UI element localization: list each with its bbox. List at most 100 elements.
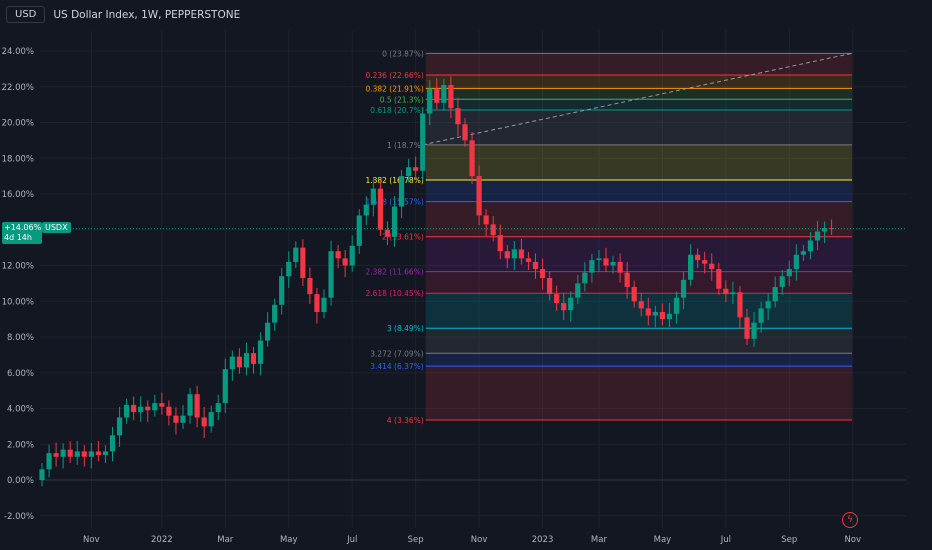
- candle-body: [716, 269, 722, 289]
- candle-body: [88, 451, 94, 457]
- candle-body: [518, 249, 524, 259]
- y-tick-label: 24.00%: [2, 47, 34, 57]
- candle-body: [413, 167, 419, 171]
- currency-button[interactable]: USD: [6, 6, 46, 23]
- candle-body: [779, 276, 785, 287]
- candle-body: [744, 317, 750, 339]
- fib-level-label: 0 (23.87%): [382, 49, 424, 58]
- candle-body: [511, 249, 517, 259]
- candle-body: [131, 404, 137, 413]
- x-tick-label: Jul: [720, 535, 731, 545]
- fib-band: [425, 99, 852, 110]
- fib-level-label: 1.382 (16.78%): [365, 176, 423, 185]
- fib-level-label: 2.382 (11.66%): [365, 268, 423, 277]
- candle-body: [152, 403, 158, 411]
- candle-body: [525, 258, 532, 262]
- fib-band: [425, 201, 852, 237]
- candle-body: [363, 204, 369, 216]
- y-tick-label: 10.00%: [2, 297, 34, 307]
- candle-body: [187, 394, 193, 416]
- candle-body: [145, 406, 151, 411]
- candle-body: [243, 353, 250, 368]
- candle-body: [765, 301, 771, 309]
- candle-body: [814, 231, 821, 241]
- candle-body: [673, 297, 680, 314]
- candle-body: [166, 406, 172, 416]
- fib-level-label: 3.272 (7.09%): [370, 349, 424, 358]
- chart-title: US Dollar Index, 1W, PEPPERSTONE: [53, 8, 241, 21]
- candle-body: [695, 254, 701, 261]
- x-tick-label: Nov: [471, 535, 488, 545]
- candle-body: [829, 227, 835, 229]
- fib-band: [425, 271, 852, 294]
- y-tick-label: 0.00%: [7, 476, 34, 486]
- fib-level-label: 2.618 (10.45%): [365, 289, 423, 298]
- x-tick-label: Jul: [346, 535, 357, 545]
- candle-body: [138, 406, 144, 413]
- fib-level-label: 3.414 (6.37%): [370, 362, 424, 371]
- candle-body: [46, 453, 52, 470]
- candle-body: [702, 260, 708, 264]
- y-tick-label: 6.00%: [7, 369, 34, 379]
- candle-body: [81, 451, 87, 457]
- candle-body: [659, 311, 665, 320]
- candle-body: [215, 403, 221, 413]
- candle-body: [173, 415, 179, 423]
- candle-body: [39, 469, 45, 480]
- y-tick-label: 18.00%: [2, 154, 34, 164]
- candle-body: [95, 451, 101, 455]
- candle-body: [236, 356, 242, 368]
- candle-body: [469, 140, 475, 177]
- candle-body: [370, 188, 376, 205]
- fib-band: [425, 144, 852, 181]
- fib-band: [425, 366, 852, 420]
- candle-body: [575, 283, 581, 298]
- candle-body: [490, 224, 496, 236]
- candle-body: [554, 294, 560, 304]
- fib-band: [425, 353, 852, 367]
- flash-icon[interactable]: ϟ: [842, 512, 858, 528]
- x-tick-label: 2023: [532, 535, 554, 545]
- fib-level-label: 0.382 (21.91%): [365, 84, 423, 93]
- candle-body: [561, 303, 567, 311]
- candle-body: [589, 260, 595, 273]
- fib-band: [425, 74, 852, 89]
- candle-body: [286, 261, 292, 277]
- candle-body: [279, 276, 285, 305]
- candle-body: [159, 403, 165, 407]
- x-tick-label: Nov: [83, 535, 100, 545]
- candle-body: [596, 258, 602, 261]
- candle-body: [250, 353, 257, 364]
- y-tick-label: 12.00%: [2, 262, 34, 272]
- x-tick-label: May: [654, 535, 672, 545]
- candle-body: [504, 251, 510, 259]
- x-tick-label: Mar: [217, 535, 234, 545]
- candle-body: [547, 278, 553, 295]
- candle-body: [300, 247, 306, 279]
- fib-level-label: 0.618 (20.7%): [370, 106, 424, 115]
- x-tick-label: 2022: [151, 535, 173, 545]
- fib-level-label: 2 (13.61%): [382, 233, 424, 242]
- candle-body: [582, 272, 588, 284]
- candle-body: [462, 124, 468, 141]
- candle-body: [617, 261, 623, 273]
- candle-body: [539, 269, 546, 279]
- y-tick-label: 16.00%: [2, 190, 34, 200]
- y-tick-label: 8.00%: [7, 333, 34, 343]
- candle-body: [229, 356, 235, 370]
- fib-level-label: 0.236 (22.66%): [365, 71, 423, 80]
- candle-body: [709, 263, 715, 270]
- y-tick-label: -2.00%: [4, 512, 34, 522]
- candle-body: [723, 288, 729, 295]
- candle-body: [455, 108, 461, 125]
- candle-body: [109, 435, 116, 452]
- fib-band: [425, 53, 852, 75]
- candle-body: [349, 245, 355, 266]
- countdown-value: 4d 14h: [4, 233, 32, 242]
- candle-body: [483, 215, 489, 225]
- candle-body: [342, 258, 348, 266]
- fib-band: [425, 109, 852, 145]
- trend-line: [422, 52, 853, 146]
- fib-level-label: 3 (8.49%): [387, 324, 424, 333]
